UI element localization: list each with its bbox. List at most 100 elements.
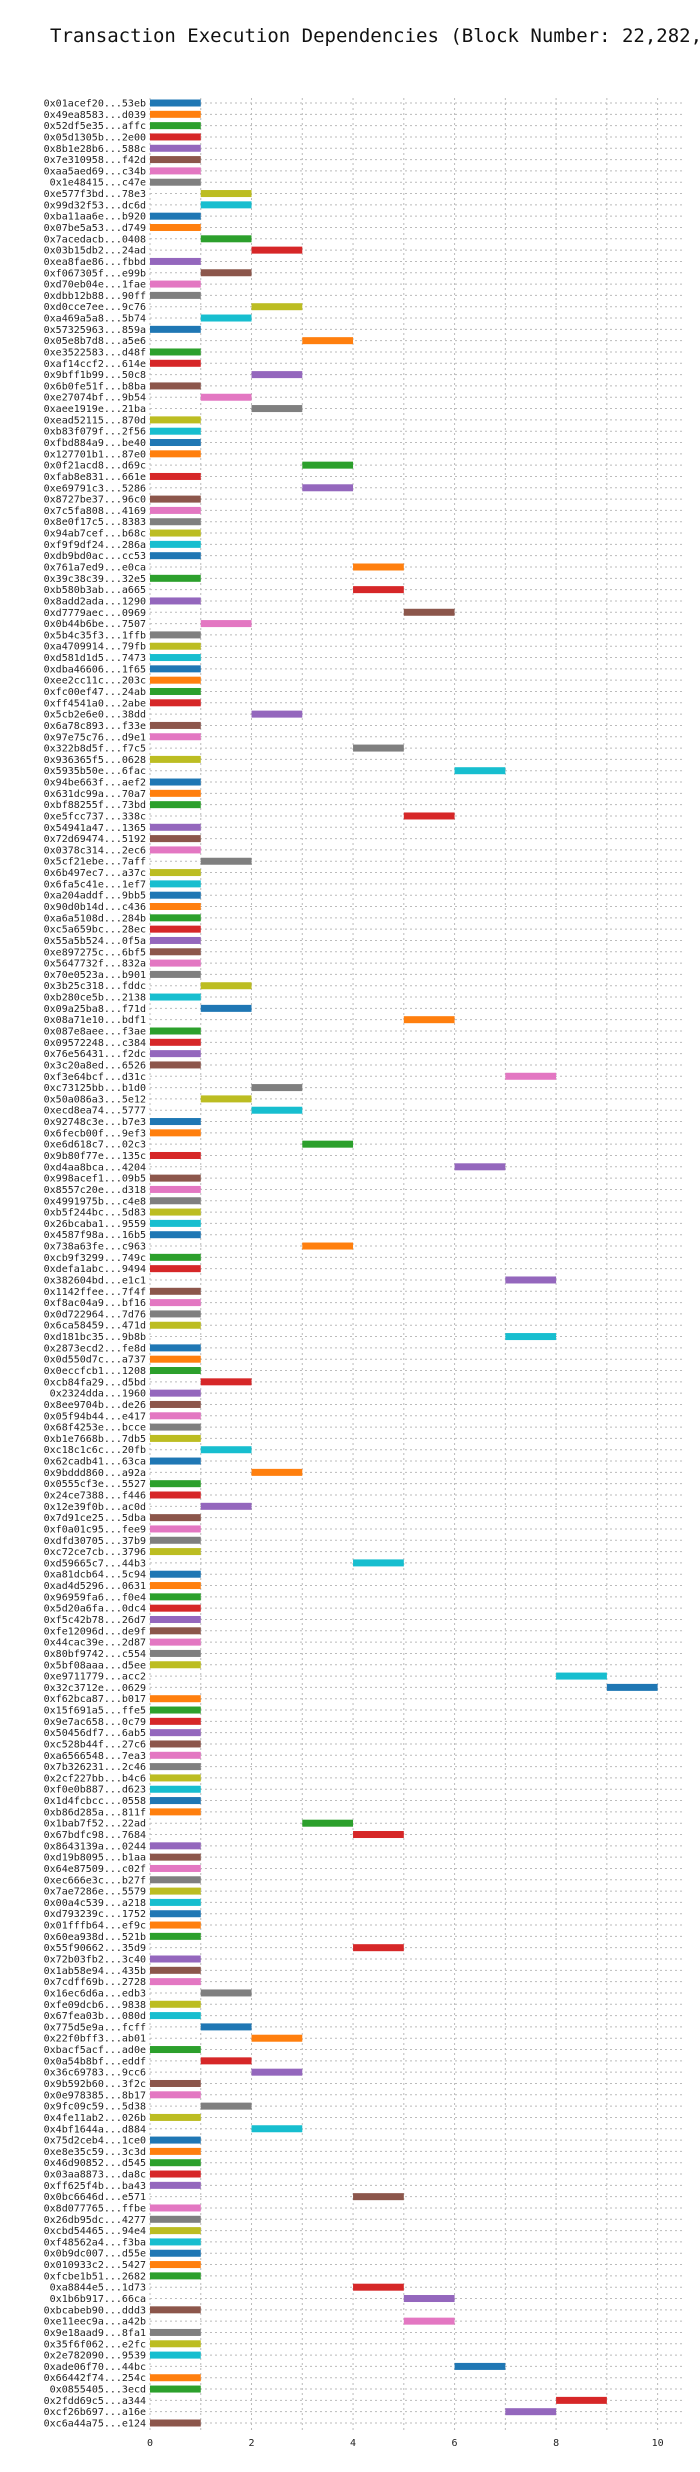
transaction-bar — [606, 1683, 658, 1691]
y-tick-label: 0x5647732f...832a — [44, 959, 146, 970]
x-tick-label: 0 — [147, 2438, 153, 2449]
y-tick-label: 0xcf26b697...a16e — [44, 2407, 146, 2418]
y-tick-label: 0xee2cc11c...203c — [44, 676, 146, 687]
y-tick-label: 0x087e8aee...f3ae — [44, 1027, 146, 1038]
y-tick-label: 0x75d2ceb4...1ce0 — [44, 2136, 146, 2147]
transaction-bar — [150, 801, 201, 809]
y-tick-label: 0x9e18aad9...8fa1 — [44, 2328, 146, 2339]
y-tick-label: 0x322b8d5f...f7c5 — [44, 744, 146, 755]
y-tick-label: 0x8ee9704b...de26 — [44, 1400, 146, 1411]
transaction-bar — [150, 291, 201, 299]
y-tick-label: 0x0b9dc007...d55e — [44, 2249, 146, 2260]
y-tick-label: 0xf067305f...e99b — [44, 268, 146, 279]
transaction-bar — [150, 1717, 201, 1725]
transaction-bar — [150, 1412, 201, 1420]
y-tick-label: 0x97e75c76...d9e1 — [44, 732, 146, 743]
y-tick-label: 0x9bddd860...a92a — [44, 1468, 146, 1479]
y-tick-label: 0x55f90662...35d9 — [44, 1943, 146, 1954]
transaction-bar — [302, 1242, 354, 1250]
transaction-bar — [200, 1502, 252, 1510]
y-tick-label: 0x9bff1b99...50c8 — [44, 370, 146, 381]
y-tick-label: 0xf0a01c95...fee9 — [44, 1524, 146, 1535]
y-tick-label: 0x5bf08aaa...d5ee — [44, 1660, 146, 1671]
transaction-bar — [150, 1219, 201, 1227]
transaction-bar — [251, 710, 303, 718]
y-tick-label: 0x62cadb41...63ca — [44, 1457, 146, 1468]
transaction-bar — [150, 2351, 201, 2359]
y-tick-label: 0x09572248...c384 — [44, 1038, 146, 1049]
y-tick-label: 0x382604bd...e1c1 — [44, 1275, 146, 1286]
y-tick-label: 0x09a25ba8...f71d — [44, 1004, 146, 1015]
y-tick-label: 0x07be5a53...d749 — [44, 223, 146, 234]
y-tick-label: 0x0bc6646d...e571 — [44, 2192, 146, 2203]
y-tick-label: 0x6a78c893...f33e — [44, 721, 146, 732]
transaction-bar — [200, 314, 252, 322]
y-tick-label: 0xc72ce7cb...3796 — [44, 1547, 146, 1558]
transaction-bar — [150, 2147, 201, 2155]
transaction-bar — [150, 1038, 201, 1046]
y-tick-label: 0xba11aa6e...b920 — [44, 212, 146, 223]
y-tick-label: 0x7e310958...f42d — [44, 155, 146, 166]
transaction-bar — [200, 1004, 252, 1012]
y-tick-label: 0xc18c1c6c...20fb — [44, 1445, 146, 1456]
transaction-bar — [150, 1129, 201, 1137]
y-tick-label: 0x0378c314...2ec6 — [44, 845, 146, 856]
transaction-bar — [150, 1231, 201, 1239]
y-tick-label: 0xcb9f3299...749c — [44, 1253, 146, 1264]
transaction-bar — [150, 325, 201, 333]
transaction-bar — [251, 1106, 303, 1114]
y-tick-label: 0xd59665c7...44b3 — [44, 1558, 146, 1569]
transaction-bar — [150, 1367, 201, 1375]
transaction-bar — [150, 687, 201, 695]
y-tick-label: 0xcb84fa29...d5bd — [44, 1377, 146, 1388]
y-tick-label: 0x631dc99a...70a7 — [44, 789, 146, 800]
transaction-bar — [150, 880, 201, 888]
y-tick-label: 0xd181bc35...9b8b — [44, 1332, 146, 1343]
transaction-bar — [150, 1808, 201, 1816]
transaction-bar — [150, 654, 201, 662]
y-tick-label: 0xb1e7668b...7db5 — [44, 1434, 146, 1445]
transaction-bar — [150, 2340, 201, 2348]
y-tick-label: 0xa6566548...7ea3 — [44, 1751, 146, 1762]
y-tick-label: 0x32c3712e...0629 — [44, 1683, 146, 1694]
y-tick-label: 0xb580b3ab...a665 — [44, 585, 146, 596]
transaction-bar — [150, 2227, 201, 2235]
y-tick-label: 0xc73125bb...b1d0 — [44, 1083, 146, 1094]
y-tick-label: 0xd581d1d5...7473 — [44, 653, 146, 664]
y-tick-label: 0x00a4c539...a218 — [44, 1898, 146, 1909]
transaction-bar — [150, 540, 201, 548]
transaction-bar — [150, 2079, 201, 2087]
transaction-bar — [150, 427, 201, 435]
transaction-bar — [150, 2181, 201, 2189]
y-tick-label: 0x64e87509...c02f — [44, 1864, 146, 1875]
y-tick-label: 0xd4aa8bca...4204 — [44, 1162, 146, 1173]
y-tick-label: 0x76e56431...f2dc — [44, 1049, 146, 1060]
transaction-bar — [150, 1299, 201, 1307]
transaction-bar — [150, 416, 201, 424]
y-tick-label: 0x1e48415...c47e — [50, 178, 146, 189]
transaction-bar — [150, 99, 201, 107]
transaction-bar — [251, 405, 303, 413]
y-tick-label: 0xe5fcc737...338c — [44, 811, 146, 822]
y-tick-label: 0x0d550d7c...a737 — [44, 1355, 146, 1366]
transaction-bar — [150, 110, 201, 118]
y-tick-label: 0x0f21acd8...d69c — [44, 461, 146, 472]
transaction-bar — [150, 993, 201, 1001]
y-tick-label: 0x7b326231...2c46 — [44, 1762, 146, 1773]
transaction-bar — [150, 970, 201, 978]
transaction-bar — [454, 1163, 506, 1171]
y-tick-label: 0xb280ce5b...2138 — [44, 993, 146, 1004]
transaction-bar — [150, 676, 201, 684]
transaction-bar — [150, 914, 201, 922]
y-tick-label: 0x03aa8873...da8c — [44, 2170, 146, 2181]
y-tick-label: 0xff625f4b...ba43 — [44, 2181, 146, 2192]
transaction-bar — [150, 2046, 201, 2054]
transaction-bar — [150, 1480, 201, 1488]
transaction-bar — [150, 1027, 201, 1035]
transaction-bar — [353, 744, 404, 752]
y-tick-label: 0x99d32f53...dc6d — [44, 200, 146, 211]
y-tick-label: 0xb5f244bc...5d83 — [44, 1208, 146, 1219]
transaction-bar — [353, 586, 404, 594]
y-tick-label: 0xa4709914...79fb — [44, 642, 146, 653]
